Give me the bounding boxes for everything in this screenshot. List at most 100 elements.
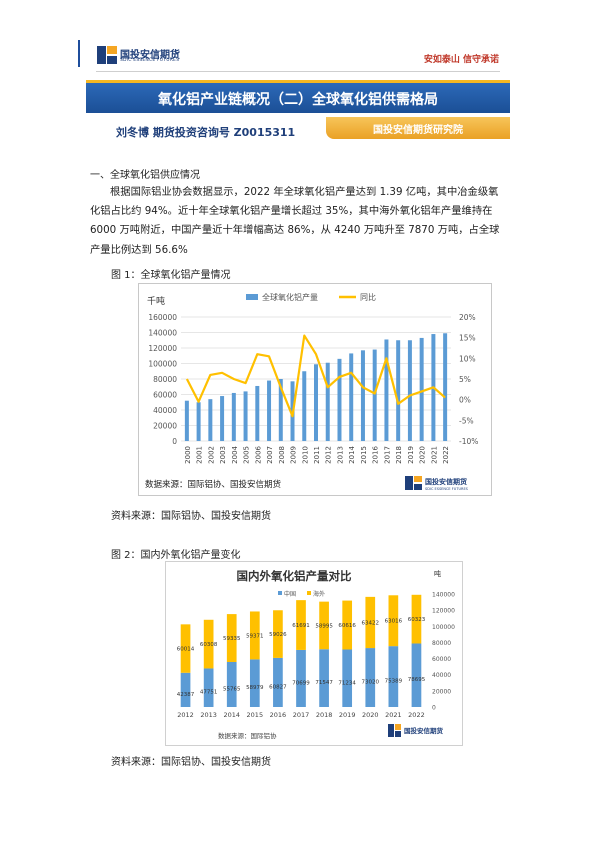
bar-overseas	[342, 600, 353, 650]
y-tick-label: 0	[432, 705, 436, 712]
bar-overseas	[273, 610, 283, 658]
bar-china	[388, 646, 399, 707]
author-line: 刘冬博 期货投资咨询号 Z0015311	[116, 126, 296, 139]
bar-china	[365, 648, 376, 707]
bar-global-production	[325, 362, 330, 441]
institute-badge: 国投安信期货研究院	[326, 117, 510, 139]
chart-logo-mark	[405, 476, 413, 490]
data-label-china: 42387	[177, 692, 195, 698]
bar-china	[319, 649, 329, 707]
data-label-china: 70699	[292, 680, 310, 686]
x-tick-label: 2010	[301, 446, 309, 464]
figure2-source: 资料来源：国际铝协、国投安信期货	[111, 757, 271, 768]
institute-label: 国投安信期货研究院	[373, 125, 463, 136]
bar-global-production	[267, 380, 272, 441]
bar-global-production	[419, 337, 424, 441]
line-yoy	[185, 334, 446, 418]
bar-china	[296, 649, 306, 707]
bar-china	[180, 672, 191, 707]
legend-label: 中国	[284, 590, 296, 598]
data-label-overseas: 59026	[269, 632, 287, 638]
figure2-chart: 国内外氧化铝产量对比 吨中国 海外 0 20000 40000 60000 80000 1000…	[165, 561, 463, 746]
y-tick-label: 120000	[432, 608, 455, 615]
y2-tick-label: 0%	[459, 396, 471, 405]
bar-global-production	[360, 350, 365, 441]
y-tick-label: 120000	[148, 344, 177, 353]
x-tick-label: 2017	[383, 446, 391, 464]
y2-tick-label: 15%	[459, 334, 476, 343]
y-axis-title: 千吨	[147, 295, 165, 307]
x-tick-label: 2006	[254, 445, 262, 463]
bar-global-production	[443, 333, 448, 441]
header-accent-bar	[78, 40, 80, 67]
legend-label: 全球氧化铝产量	[262, 292, 318, 302]
x-tick-label: 2015	[247, 711, 264, 719]
x-tick-label: 2019	[339, 711, 356, 719]
legend-swatch-overseas	[307, 591, 311, 595]
header-slogan: 安如泰山 信守承诺	[423, 55, 499, 65]
bar-china	[226, 661, 237, 707]
bar-global-production	[384, 339, 389, 441]
x-tick-label: 2011	[313, 446, 321, 464]
x-tick-label: 2014	[348, 445, 356, 463]
y-tick-label: 20000	[153, 422, 177, 431]
legend-swatch-china	[278, 591, 282, 595]
chart-source-note: 数据来源：国际铝协	[218, 731, 277, 740]
bar-global-production	[302, 371, 307, 441]
y-tick-label: 100000	[432, 624, 455, 631]
data-label-china: 60827	[269, 684, 287, 690]
x-tick-label: 2016	[270, 711, 287, 719]
y2-tick-label: 10%	[459, 354, 476, 363]
y2-tick-label: 5%	[459, 375, 471, 384]
data-label-overseas: 59335	[223, 636, 241, 642]
logo-text-cn: 国投安信期货	[120, 50, 180, 61]
x-tick-label: 2020	[362, 711, 379, 719]
y-tick-label: 140000	[432, 592, 455, 599]
bar-global-production	[231, 392, 236, 441]
x-tick-label: 2021	[385, 711, 402, 719]
bar-global-production	[196, 402, 201, 441]
y-tick-label: 40000	[432, 672, 451, 679]
chart-title: 国内外氧化铝产量对比	[237, 569, 352, 583]
x-tick-label: 2014	[223, 711, 240, 719]
legend-label: 海外	[313, 590, 325, 598]
company-logo-icon	[97, 46, 117, 64]
bar-china	[411, 643, 422, 707]
chart-source-note: 数据来源：国际铝协、国投安信期货	[145, 479, 282, 490]
chart-logo-text: 国投安信期货	[404, 726, 444, 735]
data-label-china: 75389	[385, 679, 403, 685]
chart-logo-text: 国投安信期货	[425, 477, 467, 486]
y-axis-title: 吨	[434, 569, 441, 578]
bar-overseas	[180, 624, 191, 673]
y-tick-label: 100000	[148, 360, 177, 369]
bar-global-production	[372, 349, 377, 441]
figure2-caption: 图 2：国内外氧化铝产量变化	[111, 550, 241, 561]
x-tick-label: 2013	[336, 446, 344, 464]
data-label-china: 58979	[246, 685, 264, 691]
y-tick-label: 40000	[153, 406, 177, 415]
x-tick-label: 2013	[200, 711, 217, 719]
y-tick-label: 20000	[432, 688, 451, 695]
bar-overseas	[319, 601, 329, 650]
bar-overseas	[226, 614, 237, 662]
x-tick-label: 2015	[360, 446, 368, 464]
figure1-source: 资料来源：国际铝协、国投安信期货	[111, 511, 271, 522]
x-tick-label: 2018	[395, 446, 403, 464]
chart-logo-mark	[414, 476, 422, 482]
legend-swatch-global	[246, 294, 258, 300]
x-tick-label: 2004	[231, 445, 239, 463]
data-label-china: 55765	[223, 686, 241, 692]
bar-china	[249, 659, 260, 707]
data-label-china: 47751	[200, 690, 218, 696]
x-tick-label: 2019	[407, 446, 415, 464]
y-tick-label: 0	[172, 437, 177, 446]
figure1-svg: 全球氧化铝产量 同比 千吨 0 20000 40000 60000 80000 100000 12…	[145, 292, 478, 491]
data-label-overseas: 61691	[292, 623, 310, 629]
y2-tick-label: -5%	[459, 416, 474, 425]
chart-logo-text-en: SDIC ESSENCE FUTURES	[425, 487, 469, 491]
y-tick-label: 80000	[153, 375, 177, 384]
bar-overseas	[296, 600, 306, 650]
x-tick-label: 2008	[278, 446, 286, 464]
legend-label: 同比	[360, 292, 376, 302]
logo-text-en: SDIC ESSENCE FUTURES	[120, 58, 180, 63]
